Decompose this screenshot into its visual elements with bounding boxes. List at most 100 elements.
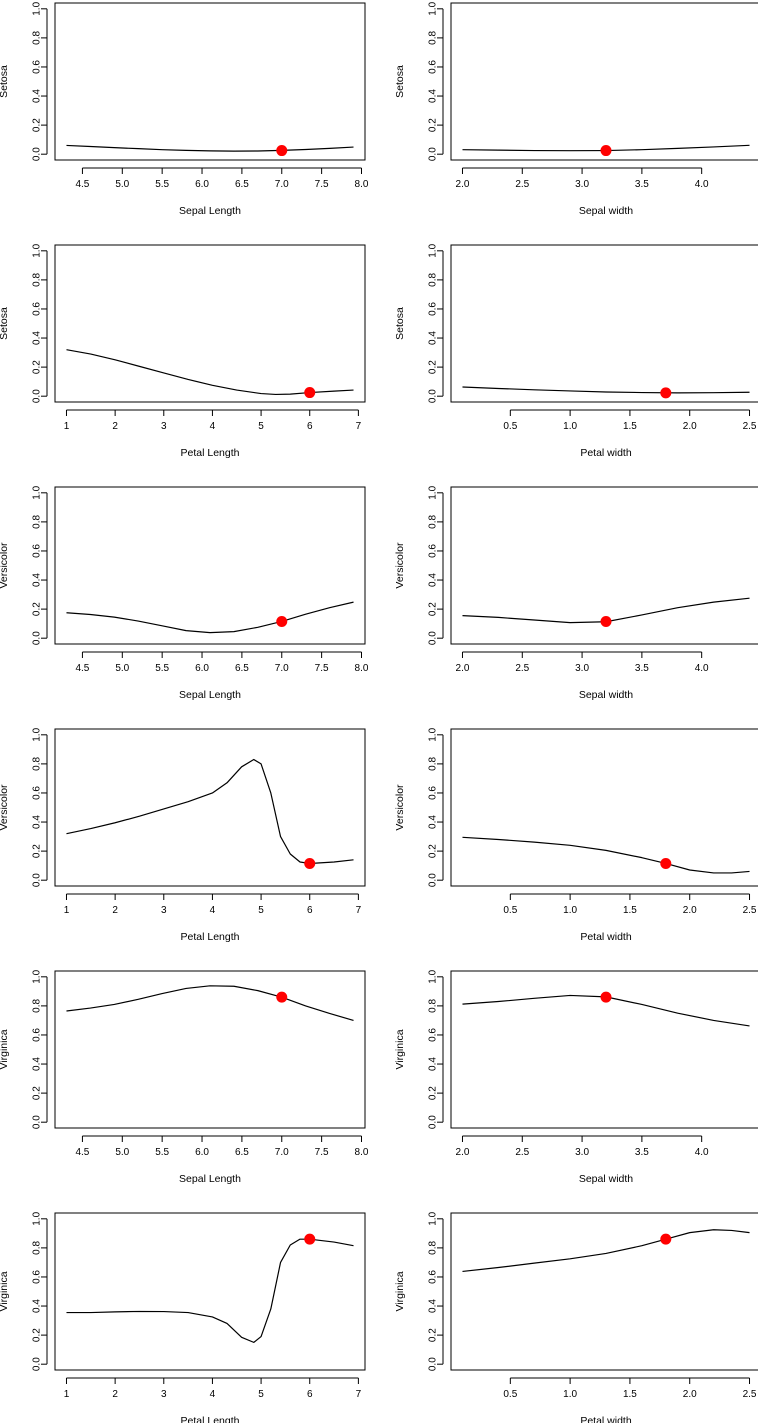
y-tick-label: 1.0 xyxy=(428,727,439,741)
x-tick-label: 2 xyxy=(112,421,118,432)
y-tick-label: 0.2 xyxy=(428,360,439,374)
y-axis-title: Setosa xyxy=(394,307,406,340)
x-tick-label: 2.5 xyxy=(743,1389,757,1400)
y-tick-label: 0.2 xyxy=(428,118,439,132)
x-tick-label: 0.5 xyxy=(503,421,517,432)
x-tick-label: 2.0 xyxy=(456,1147,470,1158)
highlight-point xyxy=(600,145,612,157)
y-tick-label: 0.8 xyxy=(32,273,43,287)
x-tick-label: 1.5 xyxy=(623,421,637,432)
highlight-point xyxy=(276,615,288,627)
y-tick-label: 1.0 xyxy=(428,485,439,499)
y-tick-label: 0.8 xyxy=(428,1241,439,1255)
y-tick-label: 1.0 xyxy=(32,485,43,499)
y-tick-label: 0.8 xyxy=(32,1241,43,1255)
highlight-point xyxy=(660,857,672,869)
chart-panel: 0.0 0.2 0.4 0.6 0.8 1.0 1 2 3 4 5 6 7 Petal Length Set… xyxy=(0,243,366,459)
y-tick-label: 0.8 xyxy=(428,31,439,45)
x-axis-title: Sepal Length xyxy=(179,205,241,217)
y-tick-label: 0.4 xyxy=(428,815,439,829)
x-tick-label: 8.0 xyxy=(355,1147,369,1158)
highlight-point xyxy=(304,1233,316,1245)
x-tick-label: 1 xyxy=(64,905,70,916)
y-tick-label: 0.6 xyxy=(428,1028,439,1042)
y-axis-title: Virginica xyxy=(394,1271,406,1311)
highlight-point xyxy=(600,991,612,1003)
x-tick-label: 2.0 xyxy=(683,905,697,916)
y-tick-label: 0.6 xyxy=(32,1270,43,1284)
x-tick-label: 4 xyxy=(210,1389,216,1400)
y-axis-title: Virginica xyxy=(0,1271,10,1311)
x-axis-title: Petal width xyxy=(580,931,632,943)
y-tick-label: 0.8 xyxy=(428,999,439,1013)
plot-frame xyxy=(54,2,366,161)
x-tick-label: 1.0 xyxy=(563,905,577,916)
plot-frame xyxy=(450,486,758,645)
x-tick-label: 7 xyxy=(356,421,362,432)
plot-frame xyxy=(54,244,366,403)
highlight-point xyxy=(660,387,672,399)
y-tick-label: 1.0 xyxy=(32,727,43,741)
x-tick-label: 7 xyxy=(356,905,362,916)
y-tick-label: 0.0 xyxy=(32,1115,43,1129)
plot-frame xyxy=(450,1212,758,1371)
y-tick-label: 0.8 xyxy=(32,757,43,771)
x-tick-label: 3.0 xyxy=(575,179,589,190)
x-tick-label: 6 xyxy=(307,421,313,432)
y-tick-label: 0.6 xyxy=(428,544,439,558)
x-axis-title: Sepal width xyxy=(579,1173,633,1185)
x-tick-label: 3 xyxy=(161,905,167,916)
y-tick-label: 0.0 xyxy=(428,631,439,645)
x-tick-label: 2 xyxy=(112,905,118,916)
x-tick-label: 5.5 xyxy=(155,179,169,190)
probability-curve xyxy=(462,1229,750,1273)
chart-panel: 0.0 0.2 0.4 0.6 0.8 1.0 1 2 3 4 5 6 7 Petal Length Ver… xyxy=(0,727,366,943)
x-tick-label: 5 xyxy=(258,1389,264,1400)
x-tick-label: 4.0 xyxy=(695,1147,709,1158)
plot-frame xyxy=(450,2,758,161)
y-tick-label: 1.0 xyxy=(428,243,439,257)
chart-panel: 0.0 0.2 0.4 0.6 0.8 1.0 0.5 1.0 1.5 2.0 2.5 Petal w… xyxy=(394,1211,758,1423)
y-tick-label: 0.6 xyxy=(428,60,439,74)
y-tick-label: 0.8 xyxy=(428,515,439,529)
x-tick-label: 2.0 xyxy=(456,663,470,674)
x-tick-label: 5.5 xyxy=(155,1147,169,1158)
x-tick-label: 2.0 xyxy=(683,1389,697,1400)
highlight-point xyxy=(276,991,288,1003)
x-tick-label: 3.5 xyxy=(635,1147,649,1158)
y-tick-label: 0.6 xyxy=(428,1270,439,1284)
y-tick-label: 0.8 xyxy=(428,273,439,287)
x-tick-label: 3.0 xyxy=(575,1147,589,1158)
y-tick-label: 0.4 xyxy=(428,89,439,103)
x-tick-label: 1.0 xyxy=(563,1389,577,1400)
x-tick-label: 2 xyxy=(112,1389,118,1400)
x-tick-label: 5 xyxy=(258,905,264,916)
probability-curve xyxy=(66,1238,354,1343)
y-axis-title: Versicolor xyxy=(394,784,406,831)
plot-frame xyxy=(450,728,758,887)
highlight-point xyxy=(304,857,316,869)
x-tick-label: 1 xyxy=(64,1389,70,1400)
y-tick-label: 0.0 xyxy=(428,1115,439,1129)
y-axis-title: Virginica xyxy=(0,1029,10,1069)
x-axis-title: Petal width xyxy=(580,1415,632,1423)
y-tick-label: 0.0 xyxy=(32,147,43,161)
x-tick-label: 4 xyxy=(210,421,216,432)
y-axis-title: Versicolor xyxy=(0,784,10,831)
x-tick-label: 2.5 xyxy=(743,905,757,916)
x-tick-label: 5.0 xyxy=(115,179,129,190)
probability-curve xyxy=(462,386,750,394)
x-tick-label: 0.5 xyxy=(503,905,517,916)
x-tick-label: 3.5 xyxy=(635,179,649,190)
x-tick-label: 5.0 xyxy=(115,1147,129,1158)
y-tick-label: 1.0 xyxy=(428,1,439,15)
y-tick-label: 1.0 xyxy=(428,1211,439,1225)
y-tick-label: 0.4 xyxy=(32,1299,43,1313)
probability-curve xyxy=(66,144,354,152)
y-tick-label: 0.0 xyxy=(32,873,43,887)
probability-curve xyxy=(66,758,354,865)
y-tick-label: 0.2 xyxy=(428,1086,439,1100)
y-tick-label: 0.6 xyxy=(428,302,439,316)
y-axis-title: Versicolor xyxy=(0,542,10,589)
x-tick-label: 6.5 xyxy=(235,663,249,674)
